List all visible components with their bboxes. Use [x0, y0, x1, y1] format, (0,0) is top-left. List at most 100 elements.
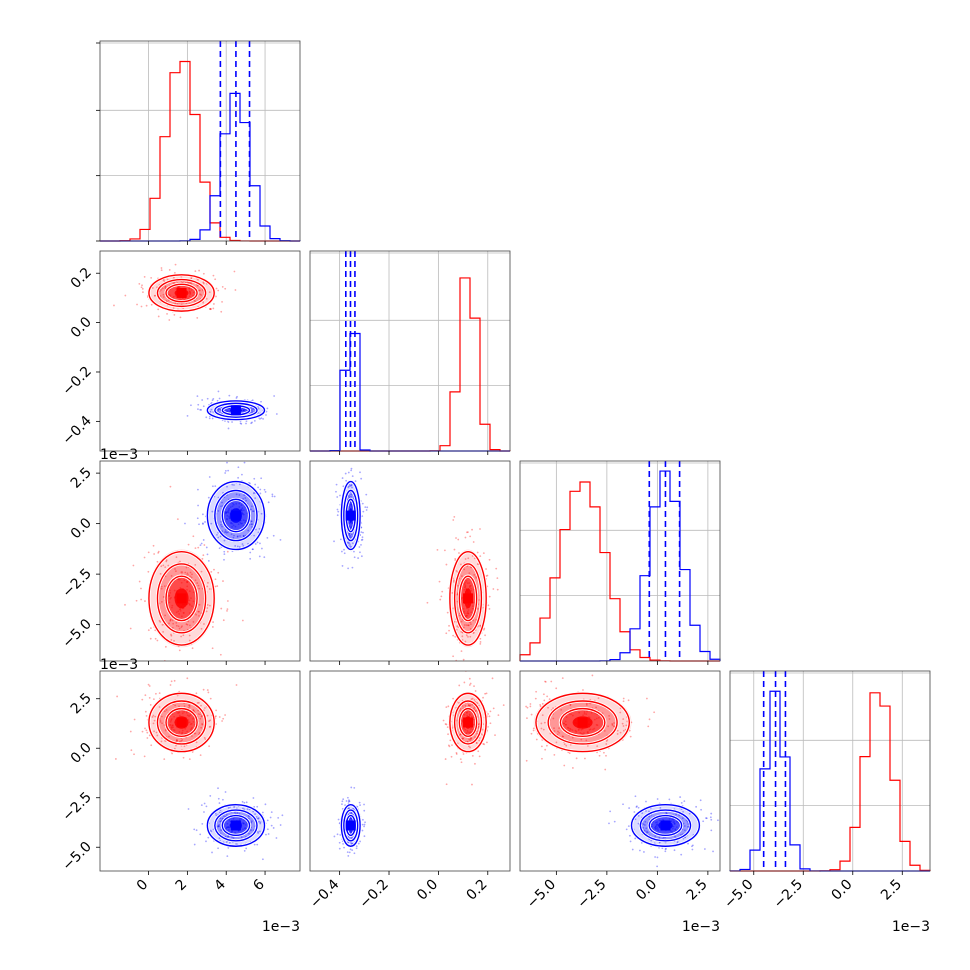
red-sample-point — [215, 295, 217, 298]
blue-sample-point — [224, 472, 227, 474]
blue-sample-point — [226, 855, 229, 858]
red-sample-point — [213, 568, 215, 571]
blue-sample-point — [341, 803, 343, 806]
blue-sample-point — [333, 540, 335, 543]
red-sample-point — [203, 737, 206, 739]
blue-sample-point — [260, 417, 263, 420]
blue-sample-point — [343, 548, 345, 551]
blue-sample-point — [217, 408, 220, 411]
red-sample-point — [176, 518, 179, 521]
red-sample-point — [158, 692, 161, 694]
blue-sample-point — [347, 471, 350, 474]
red-sample-point — [157, 550, 160, 553]
blue-sample-point — [206, 553, 209, 556]
red-sample-point — [170, 634, 173, 637]
red-sample-point — [207, 691, 210, 694]
red-sample-point — [603, 751, 605, 754]
blue-sample-point — [210, 830, 213, 833]
blue-sample-point — [355, 845, 358, 847]
red-sample-point — [201, 723, 204, 726]
blue-sample-point — [351, 849, 354, 852]
blue-sample-point — [237, 476, 240, 479]
blue-sample-point — [270, 824, 273, 827]
blue-sample-point — [709, 816, 712, 819]
red-sample-point — [152, 544, 155, 547]
blue-sample-point — [216, 825, 219, 828]
blue-peak — [230, 405, 241, 416]
x-tick-label: 2 — [173, 877, 191, 895]
blue-sample-point — [362, 510, 365, 513]
red-sample-point — [469, 739, 472, 742]
red-sample-point — [469, 535, 472, 538]
red-sample-point — [470, 737, 472, 739]
red-sample-point — [605, 740, 608, 742]
red-sample-point — [488, 595, 491, 598]
panel-frame — [99, 670, 301, 872]
red-sample-point — [447, 733, 449, 736]
blue-sample-point — [613, 820, 616, 823]
blue-contour — [214, 489, 258, 542]
hist-panel-2 — [519, 460, 721, 662]
blue-sample-point — [656, 865, 659, 868]
red-sample-point — [218, 716, 221, 718]
blue-sample-point — [233, 484, 235, 486]
red-sample-point — [469, 621, 472, 624]
red-sample-point — [563, 743, 566, 746]
blue-sample-point — [348, 799, 350, 802]
red-sample-point — [153, 719, 156, 722]
red-sample-point — [161, 600, 163, 603]
red-sample-point — [470, 737, 473, 740]
blue-sample-point — [219, 408, 221, 411]
red-sample-point — [175, 624, 178, 627]
red-sample-point — [150, 744, 153, 747]
red-sample-point — [155, 731, 158, 734]
blue-sample-point — [342, 798, 345, 801]
blue-sample-point — [687, 842, 689, 845]
blue-sample-point — [240, 422, 243, 425]
blue-sample-point — [204, 521, 206, 523]
red-sample-point — [194, 547, 197, 549]
red-sample-point — [453, 515, 456, 518]
red-sample-point — [163, 710, 166, 713]
blue-sample-point — [350, 495, 352, 498]
red-sample-point — [200, 627, 203, 630]
red-sample-point — [206, 604, 209, 606]
red-sample-point — [173, 679, 176, 682]
blue-sample-point — [226, 485, 228, 488]
red-sample-point — [473, 574, 476, 576]
red-sample-point — [143, 275, 146, 278]
red-sample-point — [464, 536, 467, 539]
red-sample-point — [476, 678, 478, 680]
blue-sample-point — [643, 829, 646, 832]
blue-sample-point — [211, 417, 214, 420]
red-sample-point — [152, 714, 155, 717]
red-sample-point — [147, 551, 150, 554]
red-sample-point — [586, 744, 589, 747]
red-sample-point — [477, 723, 480, 726]
red-sample-point — [146, 731, 149, 734]
red-sample-point — [488, 715, 491, 718]
x-tick-label: −5.0 — [524, 877, 559, 912]
blue-sample-point — [674, 835, 676, 838]
red-sample-point — [461, 635, 464, 638]
blue-sample-point — [654, 856, 656, 858]
red-sample-point — [452, 519, 455, 521]
blue-sample-point — [664, 850, 667, 853]
red-sample-point — [217, 571, 220, 574]
blue-sample-point — [236, 395, 238, 398]
hist-panel-1 — [309, 250, 511, 452]
blue-sample-point — [271, 495, 274, 498]
blue-sample-point — [250, 508, 253, 511]
red-sample-point — [153, 553, 156, 555]
red-sample-point — [630, 721, 633, 724]
blue-sample-point — [212, 397, 215, 400]
y-tick-label: −5.0 — [59, 616, 94, 651]
red-sample-point — [148, 697, 151, 699]
red-sample-point — [475, 576, 478, 579]
blue-histogram-2 — [520, 470, 721, 662]
x-tick-label: 0.0 — [414, 877, 441, 904]
blue-sample-point — [257, 817, 260, 819]
red-sample-point — [180, 303, 183, 305]
blue-sample-point — [208, 417, 211, 420]
red-sample-point — [468, 704, 470, 706]
